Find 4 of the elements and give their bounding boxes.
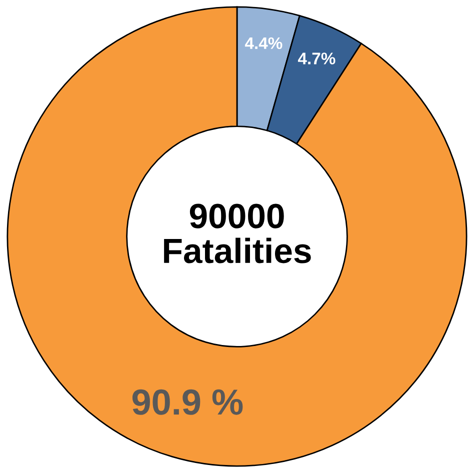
data-label: 4.7% [298,52,336,64]
text: 90000 Fatalities [164,204,311,264]
data-label: 4.4% [244,37,282,50]
data-label: 90.9 % [132,389,243,415]
